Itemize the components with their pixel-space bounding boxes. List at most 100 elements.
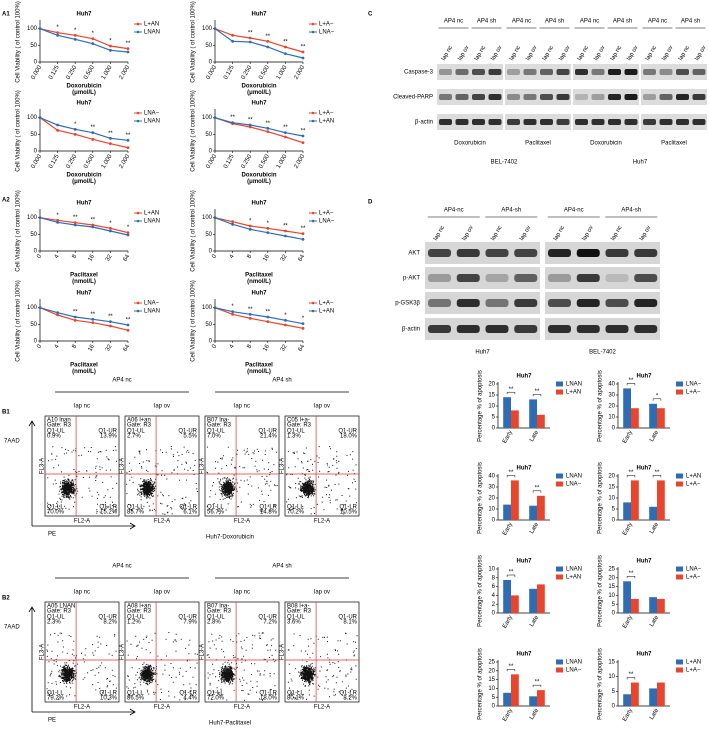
legend-marker bbox=[311, 22, 315, 26]
series-line bbox=[214, 28, 304, 59]
significance-bracket bbox=[652, 398, 662, 401]
plot-name: B07 lna- bbox=[207, 418, 229, 424]
point bbox=[56, 311, 59, 315]
blot-band bbox=[659, 119, 673, 125]
blot-band bbox=[488, 69, 502, 75]
flow-x-axis: PE bbox=[48, 718, 56, 724]
y-tick-label: 15 bbox=[488, 677, 495, 683]
quadrant-name: Q1-UL bbox=[127, 615, 145, 621]
y-tick-label: 0 bbox=[209, 60, 213, 66]
legend-swatch bbox=[676, 667, 683, 673]
blot-band bbox=[576, 325, 600, 333]
point bbox=[109, 324, 112, 328]
bar bbox=[649, 506, 657, 520]
blot-background bbox=[573, 114, 639, 130]
bar bbox=[623, 502, 631, 520]
plot-y-axis: FL3-A bbox=[280, 458, 286, 474]
y-tick-label: 40 bbox=[608, 382, 615, 388]
bar bbox=[511, 480, 519, 520]
quadrant-name: Q1-UR bbox=[98, 429, 117, 435]
plot-y-axis: FL3-A bbox=[120, 458, 126, 474]
point bbox=[301, 134, 305, 138]
x-axis-label: (nmol/L) bbox=[247, 369, 271, 375]
legend-label: LNAN bbox=[566, 474, 582, 480]
point bbox=[91, 37, 95, 41]
legend-swatch bbox=[676, 381, 683, 387]
blot-band bbox=[523, 94, 537, 100]
chart-title: Huh7 bbox=[77, 101, 93, 107]
chart-title: Huh7 bbox=[252, 12, 268, 18]
legend-swatch bbox=[556, 481, 563, 487]
blot-band bbox=[488, 94, 502, 100]
series-line bbox=[39, 117, 129, 141]
y-tick-label: 4 bbox=[492, 593, 496, 599]
point bbox=[284, 131, 287, 135]
plot-gate: Gate: R3 bbox=[207, 423, 232, 429]
blot-band bbox=[439, 69, 452, 75]
quadrant-name: Q1-LR bbox=[99, 505, 117, 511]
legend-label: LNAN bbox=[144, 309, 160, 315]
y-tick-label: 100 bbox=[202, 26, 213, 32]
cell-events bbox=[47, 446, 118, 514]
point bbox=[301, 326, 305, 330]
y-tick-label: 20 bbox=[488, 668, 495, 674]
blot-header: AP4 sh bbox=[613, 19, 632, 25]
legend-label: L+AN bbox=[319, 119, 334, 125]
significance: ** bbox=[90, 125, 95, 131]
legend-label: LNA− bbox=[144, 111, 160, 117]
legend-marker bbox=[311, 30, 315, 34]
series-line bbox=[214, 307, 304, 329]
quadrant-percent: 1.2% bbox=[127, 620, 141, 626]
legend-label: LNA− bbox=[566, 668, 582, 674]
point bbox=[284, 234, 287, 238]
blot-band bbox=[428, 325, 451, 333]
plot-gate: Gate: R3 bbox=[47, 423, 72, 429]
y-tick-label: 5 bbox=[612, 689, 616, 695]
blot-band bbox=[576, 274, 600, 282]
blot-row-label: AKT bbox=[408, 251, 420, 257]
quadrant-percent: 1.3% bbox=[287, 434, 301, 440]
blot-background bbox=[437, 89, 503, 105]
significance: ** bbox=[509, 664, 514, 670]
point bbox=[109, 320, 112, 324]
blot-band bbox=[456, 325, 480, 333]
series-line bbox=[39, 28, 129, 50]
significance: ** bbox=[108, 131, 113, 137]
x-tick-label: 0 bbox=[211, 343, 218, 349]
quadrant-percent: 2.3% bbox=[47, 620, 61, 626]
cell-events bbox=[286, 446, 357, 515]
y-tick-label: 15 bbox=[608, 660, 615, 666]
blot-background bbox=[573, 89, 639, 105]
significance: ** bbox=[265, 34, 270, 40]
plot-y-axis: FL3-A bbox=[40, 458, 46, 474]
series-line bbox=[214, 117, 304, 144]
point bbox=[73, 315, 77, 319]
significance: ** bbox=[629, 470, 634, 476]
point bbox=[56, 33, 59, 37]
point bbox=[38, 116, 42, 120]
x-tick-label: 32 bbox=[105, 343, 114, 352]
y-axis-label: Percentage % of apoptosis bbox=[598, 555, 604, 627]
blot-background bbox=[545, 242, 660, 264]
y-tick-label: 15 bbox=[608, 584, 615, 590]
point bbox=[109, 229, 112, 233]
blot-band bbox=[548, 249, 571, 257]
bar bbox=[503, 580, 511, 613]
quadrant-percent: 14.8% bbox=[260, 510, 278, 516]
bar bbox=[649, 688, 657, 706]
blot-band bbox=[548, 299, 571, 307]
blot-header: AP4-nc bbox=[564, 208, 584, 214]
blot-band bbox=[591, 69, 605, 75]
plot-y-axis: FL3-A bbox=[200, 458, 206, 474]
chart-title: Huh7 bbox=[252, 291, 268, 297]
blot-background bbox=[425, 267, 540, 289]
legend-label: L+AN bbox=[319, 309, 334, 315]
series-line bbox=[39, 28, 129, 53]
significance: * bbox=[56, 25, 59, 31]
legend-marker bbox=[311, 309, 315, 313]
x-axis-label: (μmol/L) bbox=[72, 179, 96, 185]
significance: ** bbox=[535, 680, 540, 686]
plot-y-axis: FL3-A bbox=[280, 644, 286, 660]
x-tick-label: 8 bbox=[71, 253, 78, 259]
y-tick-label: 25 bbox=[488, 660, 495, 666]
